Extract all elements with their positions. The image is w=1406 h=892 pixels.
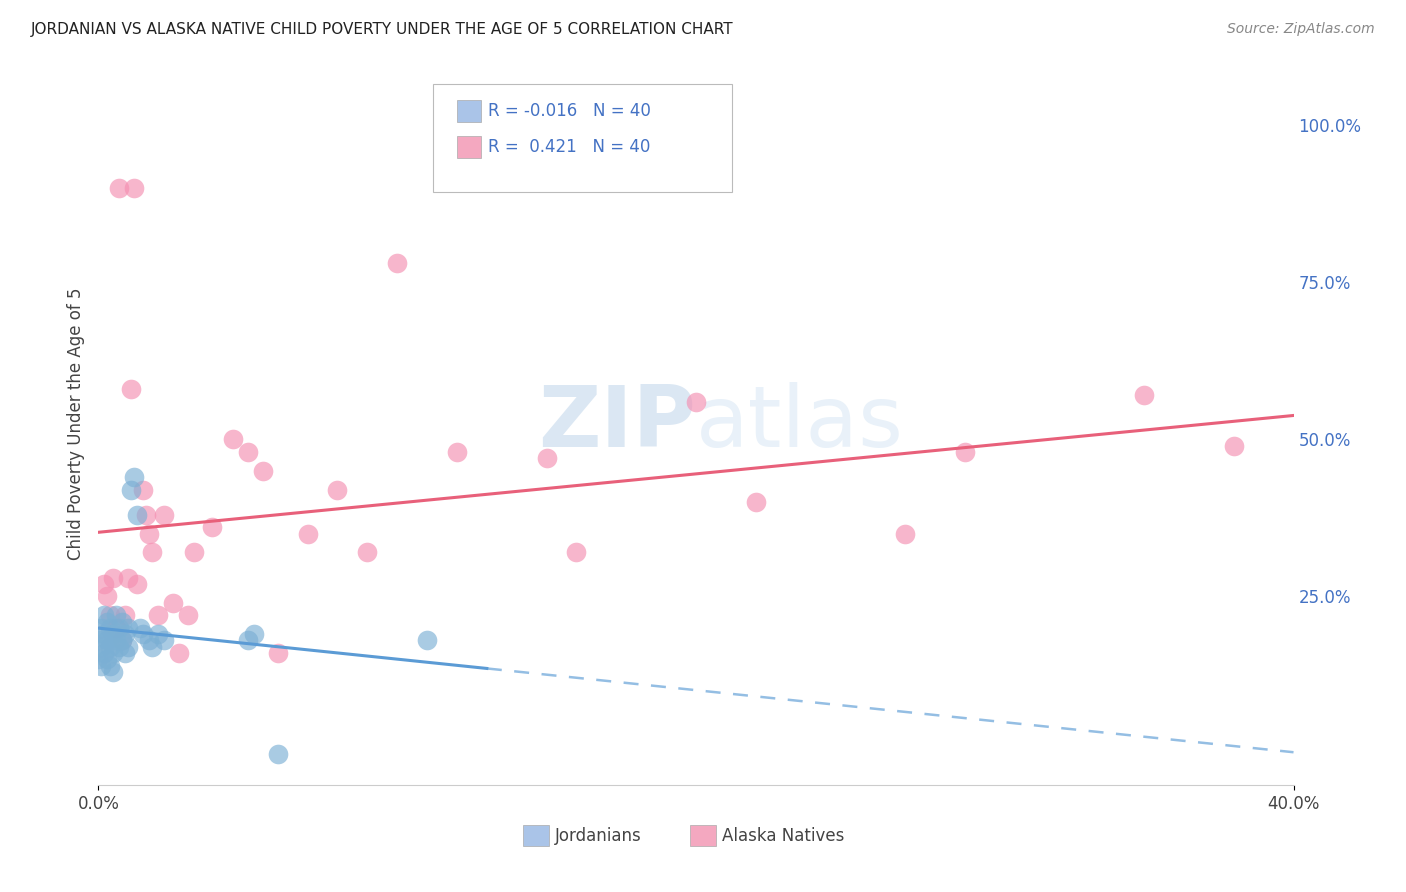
Bar — [457, 100, 481, 121]
Point — [267, 747, 290, 761]
Point — [167, 646, 190, 660]
Point — [132, 627, 155, 641]
Point — [96, 633, 118, 648]
Point — [153, 633, 176, 648]
Point — [98, 658, 122, 673]
Point — [267, 646, 290, 660]
Point — [236, 445, 259, 459]
Point — [141, 545, 163, 559]
Point — [114, 627, 136, 641]
Point — [120, 483, 142, 497]
Point — [536, 451, 558, 466]
Point — [96, 652, 118, 666]
Point — [108, 640, 131, 654]
Point — [93, 608, 115, 623]
Point — [953, 445, 976, 459]
Point — [108, 621, 131, 635]
Point — [177, 608, 200, 623]
Point — [90, 621, 112, 635]
Point — [124, 181, 146, 195]
Point — [127, 577, 149, 591]
Point — [356, 545, 378, 559]
Point — [183, 545, 205, 559]
Point — [93, 646, 115, 660]
Point — [111, 633, 134, 648]
Point — [297, 526, 319, 541]
Point — [565, 545, 588, 559]
Point — [129, 621, 152, 635]
Point — [138, 526, 160, 541]
Point — [1223, 439, 1246, 453]
Point — [894, 526, 917, 541]
Point — [87, 633, 110, 648]
Point — [416, 633, 439, 648]
Point — [114, 646, 136, 660]
Bar — [457, 136, 481, 158]
Point — [105, 633, 128, 648]
Point — [236, 633, 259, 648]
Point — [90, 658, 112, 673]
Point — [98, 608, 122, 623]
Point — [114, 608, 136, 623]
Point — [120, 382, 142, 396]
Bar — [690, 825, 716, 847]
Point — [93, 627, 115, 641]
Text: Source: ZipAtlas.com: Source: ZipAtlas.com — [1227, 22, 1375, 37]
Point — [87, 652, 110, 666]
FancyBboxPatch shape — [433, 84, 733, 193]
Point — [105, 608, 128, 623]
Point — [103, 571, 125, 585]
Point — [153, 508, 176, 522]
Text: R =  0.421   N = 40: R = 0.421 N = 40 — [488, 138, 651, 156]
Point — [201, 520, 224, 534]
Point — [90, 640, 112, 654]
Point — [117, 640, 139, 654]
Point — [111, 633, 134, 648]
Point — [138, 633, 160, 648]
Point — [93, 577, 115, 591]
Point — [141, 640, 163, 654]
Point — [103, 627, 125, 641]
Point — [117, 571, 139, 585]
Point — [96, 615, 118, 629]
Point — [252, 464, 274, 478]
Point — [135, 508, 157, 522]
Text: JORDANIAN VS ALASKA NATIVE CHILD POVERTY UNDER THE AGE OF 5 CORRELATION CHART: JORDANIAN VS ALASKA NATIVE CHILD POVERTY… — [31, 22, 734, 37]
Bar — [523, 825, 548, 847]
Point — [105, 621, 128, 635]
Point — [96, 590, 118, 604]
Point — [1133, 388, 1156, 402]
Y-axis label: Child Poverty Under the Age of 5: Child Poverty Under the Age of 5 — [66, 287, 84, 560]
Point — [127, 508, 149, 522]
Point — [108, 181, 131, 195]
Point — [148, 627, 170, 641]
Point — [103, 646, 125, 660]
Point — [222, 433, 245, 447]
Point — [446, 445, 468, 459]
Point — [98, 640, 122, 654]
Point — [745, 495, 768, 509]
Point — [243, 627, 266, 641]
Text: atlas: atlas — [696, 382, 904, 466]
Point — [117, 621, 139, 635]
Point — [148, 608, 170, 623]
Point — [385, 256, 409, 270]
Text: Alaska Natives: Alaska Natives — [723, 827, 845, 845]
Point — [98, 621, 122, 635]
Text: R = -0.016   N = 40: R = -0.016 N = 40 — [488, 102, 651, 120]
Text: Jordanians: Jordanians — [555, 827, 641, 845]
Point — [103, 665, 125, 679]
Point — [685, 394, 707, 409]
Point — [111, 615, 134, 629]
Point — [132, 483, 155, 497]
Point — [162, 596, 184, 610]
Point — [124, 470, 146, 484]
Text: ZIP: ZIP — [538, 382, 696, 466]
Point — [326, 483, 349, 497]
